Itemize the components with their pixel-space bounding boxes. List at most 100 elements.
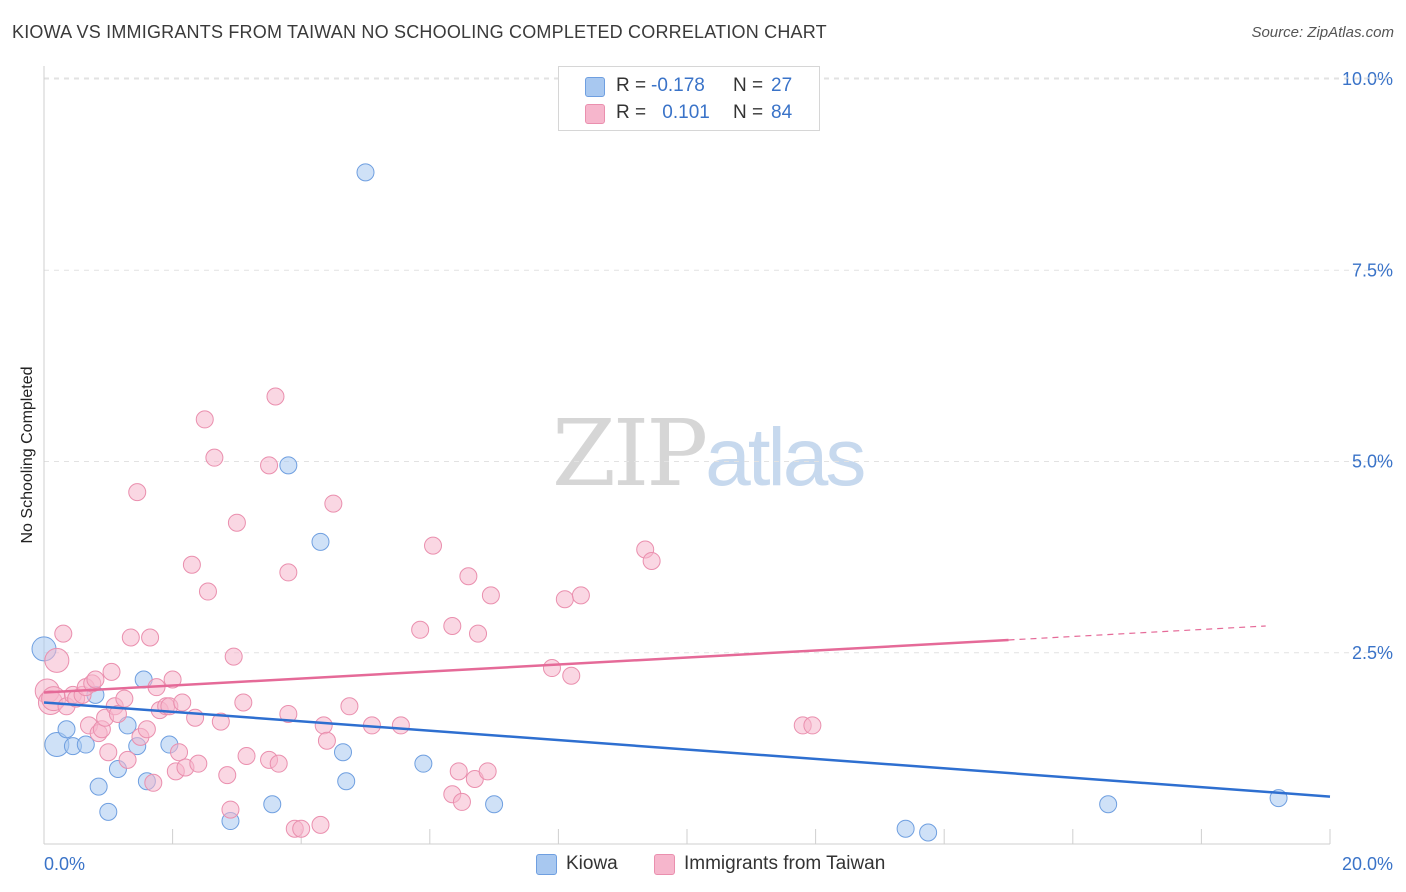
taiwan-point [260, 456, 279, 475]
taiwan-point [449, 762, 468, 781]
taiwan-point [137, 720, 156, 739]
taiwan-point [121, 628, 140, 647]
chart-title: KIOWA VS IMMIGRANTS FROM TAIWAN NO SCHOO… [12, 22, 827, 42]
legend-r-label: R = [616, 102, 647, 123]
y-tick-label: 2.5% [1352, 643, 1393, 663]
taiwan-point [469, 624, 488, 643]
kiowa-point [57, 720, 76, 739]
taiwan-point [115, 689, 134, 708]
taiwan-point [424, 536, 443, 555]
kiowa-point [311, 532, 330, 551]
kiowa-trend-line [43, 701, 1331, 798]
legend-n-value: 84 [771, 102, 793, 123]
legend-swatch-kiowa [585, 77, 605, 97]
taiwan-point [234, 693, 253, 712]
taiwan-point [571, 586, 590, 605]
legend-label-kiowa: Kiowa [566, 853, 618, 874]
kiowa-point [89, 777, 108, 796]
taiwan-point [478, 762, 497, 781]
legend-n-label: N = [733, 75, 764, 96]
y-tick-label: 7.5% [1352, 260, 1393, 280]
taiwan-point [269, 754, 288, 773]
taiwan-point [642, 551, 661, 570]
kiowa-point [76, 735, 95, 754]
correlation-legend: R = -0.178 N = 27 R = 0.101 N = 84 [558, 66, 820, 131]
kiowa-point [485, 795, 504, 814]
watermark: ZIPatlas [552, 400, 866, 507]
taiwan-point [411, 620, 430, 639]
kiowa-point [333, 743, 352, 762]
taiwan-point [99, 743, 118, 762]
legend-swatch-kiowa [536, 854, 557, 875]
taiwan-point [54, 624, 73, 643]
taiwan-point [186, 708, 205, 727]
taiwan-point [128, 483, 147, 502]
taiwan-point [314, 716, 333, 735]
kiowa-point [263, 795, 282, 814]
kiowa-point [99, 802, 118, 821]
taiwan-point [803, 716, 822, 735]
legend-n-value: 27 [771, 75, 793, 96]
taiwan-point [279, 563, 298, 582]
kiowa-point [1099, 795, 1118, 814]
legend-n-label: N = [733, 102, 764, 123]
source-label: Source: ZipAtlas.com [1251, 24, 1394, 41]
watermark-zip: ZIP [552, 400, 708, 507]
taiwan-point [542, 659, 561, 678]
taiwan-point [118, 750, 137, 769]
taiwan-point [189, 754, 208, 773]
legend-swatch-taiwan [585, 104, 605, 124]
taiwan-point [279, 704, 298, 723]
legend-r-value: -0.178 [651, 75, 705, 96]
taiwan-point [311, 815, 330, 834]
x-tick-label: 20.0% [1342, 854, 1393, 874]
taiwan-point [227, 513, 246, 532]
taiwan-point [459, 567, 478, 586]
taiwan-point [292, 819, 311, 838]
y-tick-label: 10.0% [1342, 69, 1393, 89]
legend-label-taiwan: Immigrants from Taiwan [684, 853, 886, 874]
taiwan-point [452, 792, 471, 811]
taiwan-point [221, 800, 240, 819]
taiwan-point [86, 670, 105, 689]
taiwan-point [205, 448, 224, 467]
taiwan-trend-line [43, 638, 1009, 694]
taiwan-point [324, 494, 343, 513]
kiowa-point [337, 772, 356, 791]
taiwan-point [144, 773, 163, 792]
taiwan-point [44, 647, 70, 673]
kiowa-point [896, 819, 915, 838]
watermark-atlas: atlas [705, 412, 866, 503]
taiwan-point [562, 666, 581, 685]
taiwan-trend-line-extension [1008, 625, 1266, 641]
legend-swatch-taiwan [654, 854, 675, 875]
x-tick-label: 0.0% [44, 854, 85, 874]
taiwan-point [224, 647, 243, 666]
legend-r-value: 0.101 [657, 102, 710, 123]
taiwan-point [340, 697, 359, 716]
taiwan-point [266, 387, 285, 406]
taiwan-point [391, 716, 410, 735]
taiwan-point [555, 590, 574, 609]
taiwan-point [163, 670, 182, 689]
taiwan-point [317, 731, 336, 750]
taiwan-point [170, 743, 189, 762]
taiwan-point [237, 747, 256, 766]
kiowa-point [356, 163, 375, 182]
taiwan-point [182, 555, 201, 574]
kiowa-point [279, 456, 298, 475]
taiwan-point [218, 766, 237, 785]
taiwan-point [102, 662, 121, 681]
kiowa-point [414, 754, 433, 773]
taiwan-point [481, 586, 500, 605]
kiowa-point [919, 823, 938, 842]
taiwan-point [195, 410, 214, 429]
kiowa-point [118, 716, 137, 735]
y-tick-label: 5.0% [1352, 452, 1393, 472]
taiwan-point [198, 582, 217, 601]
taiwan-point [211, 712, 230, 731]
taiwan-point [141, 628, 160, 647]
taiwan-point [108, 704, 127, 723]
legend-r-label: R = [616, 75, 647, 96]
